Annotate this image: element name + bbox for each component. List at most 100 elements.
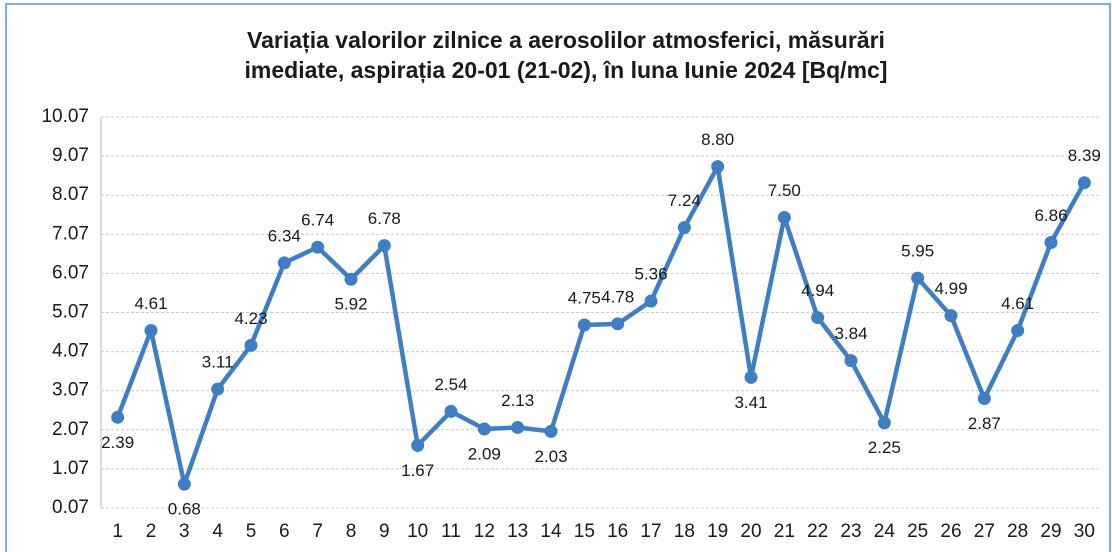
data-label: 3.84 xyxy=(834,324,867,343)
y-tick-label: 7.07 xyxy=(52,223,89,244)
y-tick-label: 8.07 xyxy=(52,184,89,205)
y-tick-label: 2.07 xyxy=(52,419,89,440)
data-label: 6.78 xyxy=(368,209,401,228)
x-tick-label: 24 xyxy=(874,521,896,542)
y-tick-label: 9.07 xyxy=(52,145,89,166)
marker xyxy=(311,240,325,254)
y-tick-label: 5.07 xyxy=(52,302,89,323)
x-tick-label: 14 xyxy=(540,521,562,542)
x-tick-label: 17 xyxy=(640,521,661,542)
y-tick-label: 1.07 xyxy=(52,458,89,479)
data-label: 8.80 xyxy=(701,130,734,149)
x-tick-label: 15 xyxy=(574,521,595,542)
chart-border xyxy=(5,3,1111,552)
data-label: 7.50 xyxy=(768,181,801,200)
data-label: 8.39 xyxy=(1068,146,1101,165)
x-tick-label: 22 xyxy=(807,521,828,542)
data-label: 3.41 xyxy=(734,393,767,412)
data-label: 5.95 xyxy=(901,242,934,261)
marker xyxy=(144,323,158,337)
marker xyxy=(811,311,825,325)
marker xyxy=(877,416,891,430)
marker xyxy=(1011,323,1025,337)
x-tick-label: 13 xyxy=(507,521,528,542)
x-tick-label: 26 xyxy=(940,521,961,542)
marker xyxy=(1044,236,1058,250)
data-label: 2.39 xyxy=(101,433,134,452)
data-label: 5.92 xyxy=(334,295,367,314)
x-tick-label: 1 xyxy=(112,521,123,542)
x-tick-label: 29 xyxy=(1040,521,1061,542)
data-label: 3.11 xyxy=(202,353,234,372)
chart-title: Variația valorilor zilnice a aerosolilor… xyxy=(247,27,885,54)
marker xyxy=(344,272,358,286)
data-label: 6.34 xyxy=(268,226,301,245)
data-label: 6.74 xyxy=(301,211,334,230)
data-label: 0.68 xyxy=(168,500,201,519)
marker xyxy=(111,410,125,424)
marker xyxy=(377,239,391,253)
x-tick-label: 23 xyxy=(840,521,861,542)
marker xyxy=(611,317,625,331)
data-label: 1.67 xyxy=(401,461,434,480)
marker xyxy=(444,404,458,418)
data-label: 6.86 xyxy=(1034,206,1067,225)
marker xyxy=(944,309,958,323)
data-label: 2.03 xyxy=(534,447,567,466)
data-label: 7.24 xyxy=(668,191,701,210)
marker xyxy=(477,422,491,436)
marker xyxy=(1077,176,1091,190)
marker xyxy=(544,424,558,438)
x-tick-label: 16 xyxy=(607,521,628,542)
x-tick-label: 7 xyxy=(312,521,323,542)
data-label: 2.87 xyxy=(968,414,1001,433)
data-label: 2.54 xyxy=(434,375,467,394)
marker xyxy=(911,271,925,285)
marker xyxy=(644,294,658,308)
x-tick-label: 8 xyxy=(346,521,357,542)
marker xyxy=(511,420,525,434)
line xyxy=(115,164,1087,487)
x-tick-label: 2 xyxy=(146,521,157,542)
marker xyxy=(711,160,725,174)
x-tick-label: 28 xyxy=(1007,521,1028,542)
y-tick-label: 3.07 xyxy=(52,380,89,401)
x-tick-label: 9 xyxy=(379,521,390,542)
data-label: 5.36 xyxy=(634,265,667,284)
x-tick-label: 18 xyxy=(674,521,695,542)
x-tick-label: 4 xyxy=(212,521,223,542)
marker xyxy=(411,438,425,452)
x-tick-label: 27 xyxy=(974,521,995,542)
data-label: 4.61 xyxy=(1001,294,1034,313)
data-label: 4.99 xyxy=(934,279,967,298)
marker xyxy=(577,318,591,332)
marker xyxy=(844,354,858,368)
y-tick-label: 6.07 xyxy=(52,262,89,283)
marker xyxy=(277,256,291,270)
data-label: 4.23 xyxy=(234,309,267,328)
data-label: 2.13 xyxy=(501,391,534,410)
y-tick-label: 10.07 xyxy=(41,106,89,127)
data-label: 4.94 xyxy=(801,281,834,300)
marker xyxy=(744,370,758,384)
marker xyxy=(177,477,191,491)
x-tick-label: 5 xyxy=(246,521,257,542)
x-tick-label: 11 xyxy=(441,521,461,542)
chart-title: imediate, aspirația 20-01 (21-02), în lu… xyxy=(245,57,888,84)
x-tick-label: 3 xyxy=(179,521,190,542)
data-label: 4.61 xyxy=(134,294,167,313)
marker xyxy=(244,338,258,352)
x-tick-label: 19 xyxy=(707,521,728,542)
x-tick-label: 30 xyxy=(1074,521,1095,542)
data-label: 2.25 xyxy=(868,438,901,457)
data-label: 4.78 xyxy=(601,287,634,306)
marker xyxy=(677,221,691,235)
data-label: 4.75 xyxy=(568,288,601,307)
marker xyxy=(977,392,991,406)
y-tick-label: 4.07 xyxy=(52,341,89,362)
x-tick-label: 21 xyxy=(774,521,795,542)
y-tick-label: 0.07 xyxy=(52,497,89,518)
x-tick-label: 10 xyxy=(407,521,428,542)
marker xyxy=(211,382,225,396)
